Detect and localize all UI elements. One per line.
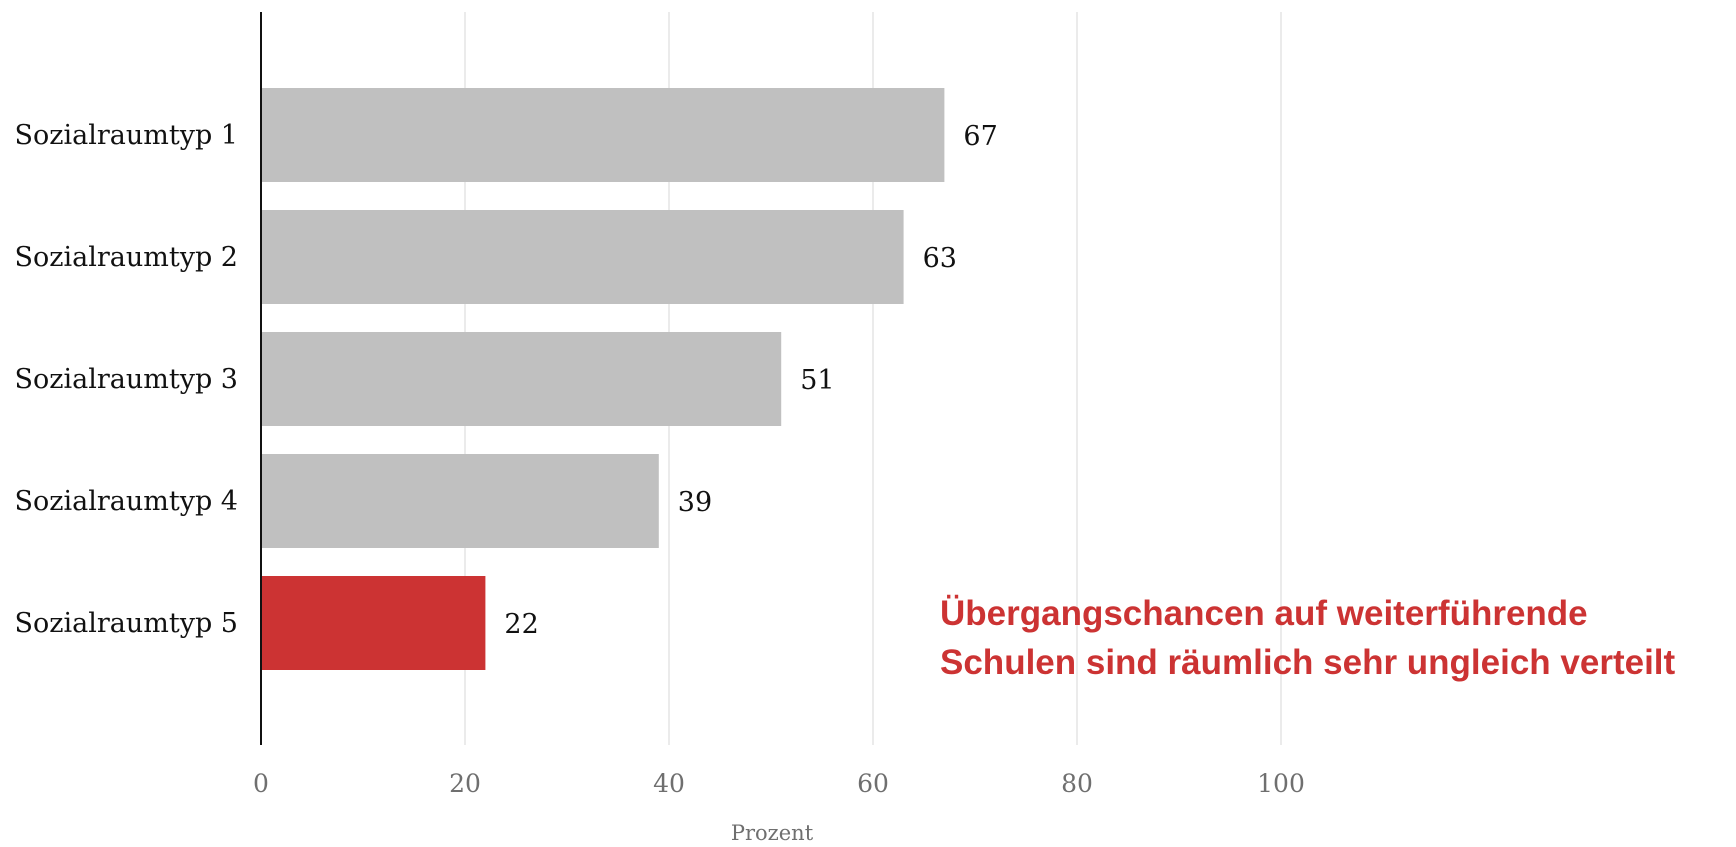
annotation-line-2: Schulen sind räumlich sehr ungleich vert… [940,643,1676,682]
bar [262,454,659,548]
bar [262,576,486,670]
bars [262,88,945,670]
category-label: Sozialraumtyp 1 [15,120,239,151]
category-label: Sozialraumtyp 5 [15,608,239,639]
value-label: 63 [923,243,957,274]
bar [262,332,782,426]
bar [262,210,904,304]
chart-annotation: Übergangschancen auf weiterführende Schu… [940,589,1730,687]
value-label: 22 [504,609,538,640]
category-label: Sozialraumtyp 2 [15,242,239,273]
x-tick-label: 0 [253,769,269,798]
x-tick-label: 20 [449,769,481,798]
x-axis-title: Prozent [731,821,814,843]
x-tick-label: 60 [857,769,889,798]
x-tick-label: 100 [1257,769,1305,798]
value-label: 51 [800,365,834,396]
annotation-line-1: Übergangschancen auf weiterführende [940,594,1588,633]
bar [262,88,945,182]
category-label: Sozialraumtyp 4 [15,486,239,517]
category-label: Sozialraumtyp 3 [15,364,239,395]
value-label: 67 [963,121,997,152]
x-tick-label: 40 [653,769,685,798]
x-tick-label: 80 [1061,769,1093,798]
value-label: 39 [678,487,712,518]
labels: 0 20 40 60 80 100 Sozialraumtyp 1 67 Sozialraumt… [15,120,1305,798]
